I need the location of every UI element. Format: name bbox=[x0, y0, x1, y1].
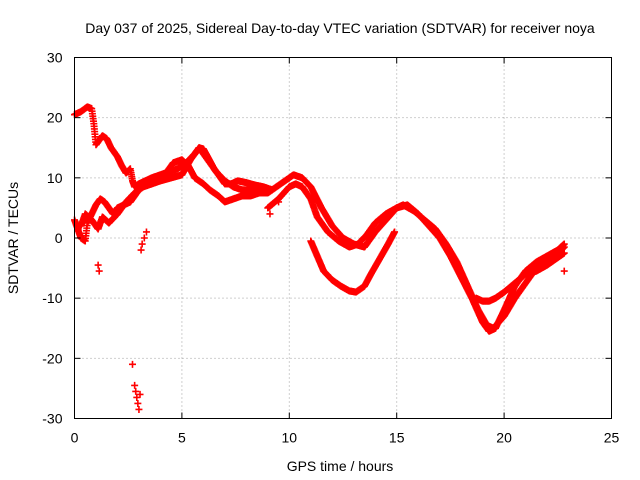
data-point bbox=[95, 267, 103, 275]
data-point bbox=[391, 228, 399, 236]
data-point bbox=[275, 198, 283, 206]
data-point bbox=[135, 405, 143, 413]
x-tick-label: 15 bbox=[389, 430, 405, 446]
x-tick-label: 25 bbox=[604, 430, 620, 446]
x-tick-label: 10 bbox=[282, 430, 298, 446]
y-tick-label: 10 bbox=[47, 170, 63, 186]
y-tick-label: 30 bbox=[47, 50, 63, 66]
y-tick-label: 20 bbox=[47, 110, 63, 126]
data-point bbox=[560, 249, 568, 257]
data-point bbox=[138, 240, 146, 248]
chart-title: Day 037 of 2025, Sidereal Day-to-day VTE… bbox=[85, 20, 595, 36]
y-tick-label: -20 bbox=[42, 350, 62, 366]
data-points bbox=[71, 103, 568, 413]
tick-labels: 0 5 10 15 20 25 -30 -20 -10 0 10 20 30 bbox=[42, 50, 619, 446]
y-tick-label: 0 bbox=[55, 230, 63, 246]
data-point bbox=[560, 243, 568, 251]
y-axis-label: SDTVAR / TECUs bbox=[5, 182, 21, 294]
data-point bbox=[140, 234, 148, 242]
data-point bbox=[132, 387, 140, 395]
x-tick-label: 5 bbox=[178, 430, 186, 446]
data-point bbox=[560, 267, 568, 275]
data-point bbox=[137, 246, 145, 254]
y-tick-label: -10 bbox=[42, 290, 62, 306]
data-point bbox=[136, 390, 144, 398]
x-axis-label: GPS time / hours bbox=[287, 458, 394, 474]
data-point bbox=[131, 381, 139, 389]
axis-ticks bbox=[74, 57, 612, 419]
data-point bbox=[128, 360, 136, 368]
y-tick-label: -30 bbox=[42, 411, 62, 427]
data-point bbox=[134, 399, 142, 407]
x-tick-label: 0 bbox=[71, 430, 79, 446]
data-point bbox=[94, 261, 102, 269]
x-tick-label: 20 bbox=[496, 430, 512, 446]
data-point bbox=[266, 210, 274, 218]
data-point bbox=[142, 228, 150, 236]
